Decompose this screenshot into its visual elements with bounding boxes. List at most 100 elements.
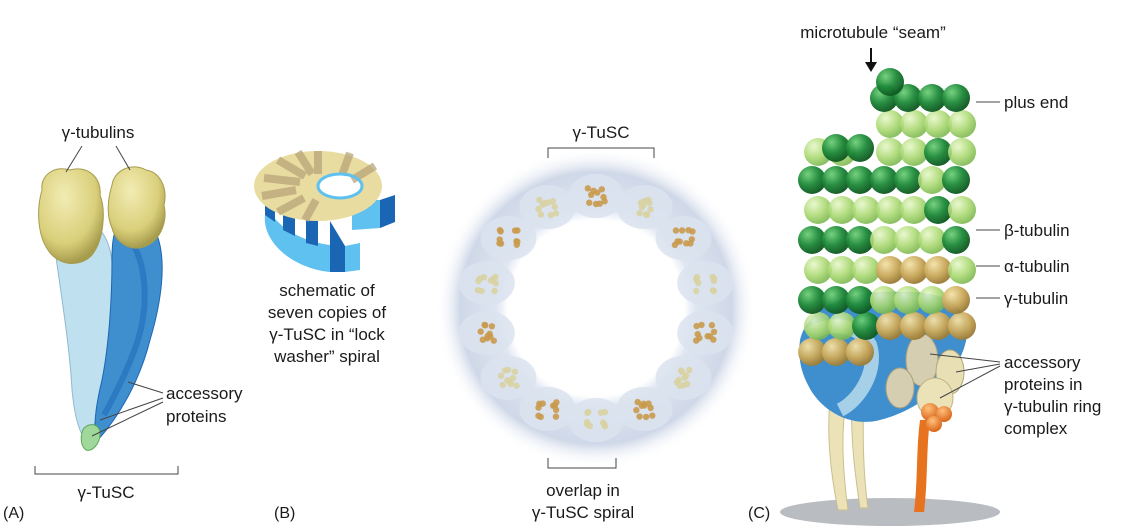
gamma-tubulin-sphere [798, 338, 826, 366]
alpha-tubulin-label: α-tubulin [1004, 257, 1070, 276]
beta-tubulin-sphere [942, 226, 970, 254]
accessory-c-line-2: proteins in [1004, 375, 1082, 394]
gamma-tubulin-sphere [876, 256, 904, 284]
beta-tubulin-sphere [846, 226, 874, 254]
beta-tubulin-sphere [798, 286, 826, 314]
beta-tubulin-sphere [846, 286, 874, 314]
gamma-tubulin-right [107, 166, 166, 249]
tusc-shell [677, 261, 734, 306]
beta-tubulin-sphere [798, 226, 826, 254]
alpha-tubulin-sphere [804, 256, 832, 284]
beta-tubulin-sphere [822, 166, 850, 194]
lock-washer-schematic [254, 149, 395, 272]
panel-c-letter: (C) [748, 505, 770, 522]
tusc-shell [458, 261, 515, 306]
leader-line [91, 401, 164, 437]
alpha-tubulin-sphere [894, 286, 922, 314]
alpha-tubulin-sphere [900, 138, 928, 166]
schematic-caption-line-4: washer” spiral [273, 347, 380, 366]
beta-tubulin-label: β-tubulin [1004, 221, 1070, 240]
alpha-tubulin-sphere [918, 166, 946, 194]
tusc-bracket [34, 466, 179, 475]
ring-top-bracket [547, 147, 655, 158]
gamma-tubulin-pale [497, 366, 520, 389]
proteins-label: proteins [166, 407, 226, 426]
leader-line [115, 145, 131, 171]
beta-tubulin-sphere [846, 134, 874, 162]
leader-line [65, 145, 83, 173]
accessory-label: accessory [166, 384, 243, 403]
leader-line [939, 365, 1001, 399]
gamma-tubulin-pale [636, 196, 654, 219]
gamma-tubulin-pale [535, 196, 560, 219]
beta-tubulin-sphere [894, 166, 922, 194]
gamma-tubulin-left [38, 168, 104, 264]
tusc-shell [677, 310, 734, 355]
alpha-tubulin-sphere [828, 196, 856, 224]
alpha-tubulin-sphere [828, 312, 856, 340]
leader-line [929, 353, 1001, 363]
ring-panel: γ-TuSC overlap in γ-TuSC spiral [436, 123, 756, 522]
alpha-tubulin-sphere [948, 138, 976, 166]
seam-label: microtubule “seam” [800, 23, 946, 42]
alpha-tubulin-sphere [876, 138, 904, 166]
accessory-protein-oval [885, 367, 915, 409]
panel-a: γ-tubulins accessory proteins γ-TuSC (A) [3, 123, 243, 522]
gamma-tubulin-pale [673, 366, 693, 389]
tusc-shell [519, 386, 576, 431]
gamma-tubulin-sphere [876, 312, 904, 340]
tusc-shell [480, 216, 537, 261]
beta-tubulin-sphere [942, 166, 970, 194]
alpha-tubulin-sphere [852, 256, 880, 284]
panel-a-letter: (A) [3, 505, 24, 522]
alpha-tubulin-sphere [894, 226, 922, 254]
orange-protein [926, 416, 942, 432]
gamma-tubulin-gold [535, 399, 560, 421]
alpha-tubulin-sphere [918, 286, 946, 314]
panel-b-letter: (B) [274, 505, 295, 522]
gamma-tubulin-gold [584, 185, 608, 208]
tusc-shell [568, 398, 624, 442]
gamma-tubulin-pale [693, 273, 718, 295]
tusc-shell [519, 185, 576, 230]
tusc-shell [568, 174, 624, 218]
gamma-tubulin-gold [692, 321, 718, 344]
tusc-shell [655, 216, 712, 261]
gamma-tubulin-sphere [948, 312, 976, 340]
beta-tubulin-sphere [822, 226, 850, 254]
gamma-tubulin-pale [474, 273, 500, 295]
gamma-tubulin-sphere [924, 256, 952, 284]
gamma-tubulins-label: γ-tubulins [62, 123, 135, 142]
alpha-tubulin-sphere [900, 196, 928, 224]
ring-subunits [458, 174, 734, 442]
beta-tubulin-sphere [894, 84, 922, 112]
alpha-tubulin-sphere [828, 256, 856, 284]
panel-b: schematic of seven copies of γ-TuSC in “… [254, 149, 395, 522]
overlap-bracket [547, 458, 617, 469]
accessory-c-line-1: accessory [1004, 353, 1081, 372]
alpha-tubulin-sphere [918, 226, 946, 254]
microtubule-lattice [798, 68, 976, 366]
schematic-caption-line-1: schematic of [279, 281, 375, 300]
gamma-tubulin-sphere [900, 312, 928, 340]
ring-tusc-label: γ-TuSC [573, 123, 630, 142]
leader-line [127, 381, 164, 394]
overlap-label-line-1: overlap in [546, 481, 620, 500]
schematic-caption-line-3: γ-TuSC in “lock [269, 325, 385, 344]
leader-line [955, 363, 1001, 373]
alpha-tubulin-sphere [948, 256, 976, 284]
beta-tubulin-sphere [876, 68, 904, 96]
gamma-tubulin-gold [633, 398, 656, 421]
gamma-tubulin-gold [496, 226, 521, 248]
panel-c: microtubule “seam” plus end β-tubulin α-… [748, 23, 1101, 526]
base-disc [780, 498, 1000, 526]
orange-stalk [914, 420, 930, 512]
gamma-tubulin-sphere [846, 338, 874, 366]
alpha-tubulin-sphere [900, 110, 928, 138]
alpha-tubulin-sphere [948, 110, 976, 138]
beta-tubulin-sphere [822, 286, 850, 314]
alpha-tubulin-sphere [948, 196, 976, 224]
beta-tubulin-sphere [870, 166, 898, 194]
beta-tubulin-sphere [798, 166, 826, 194]
beta-tubulin-sphere [924, 138, 952, 166]
